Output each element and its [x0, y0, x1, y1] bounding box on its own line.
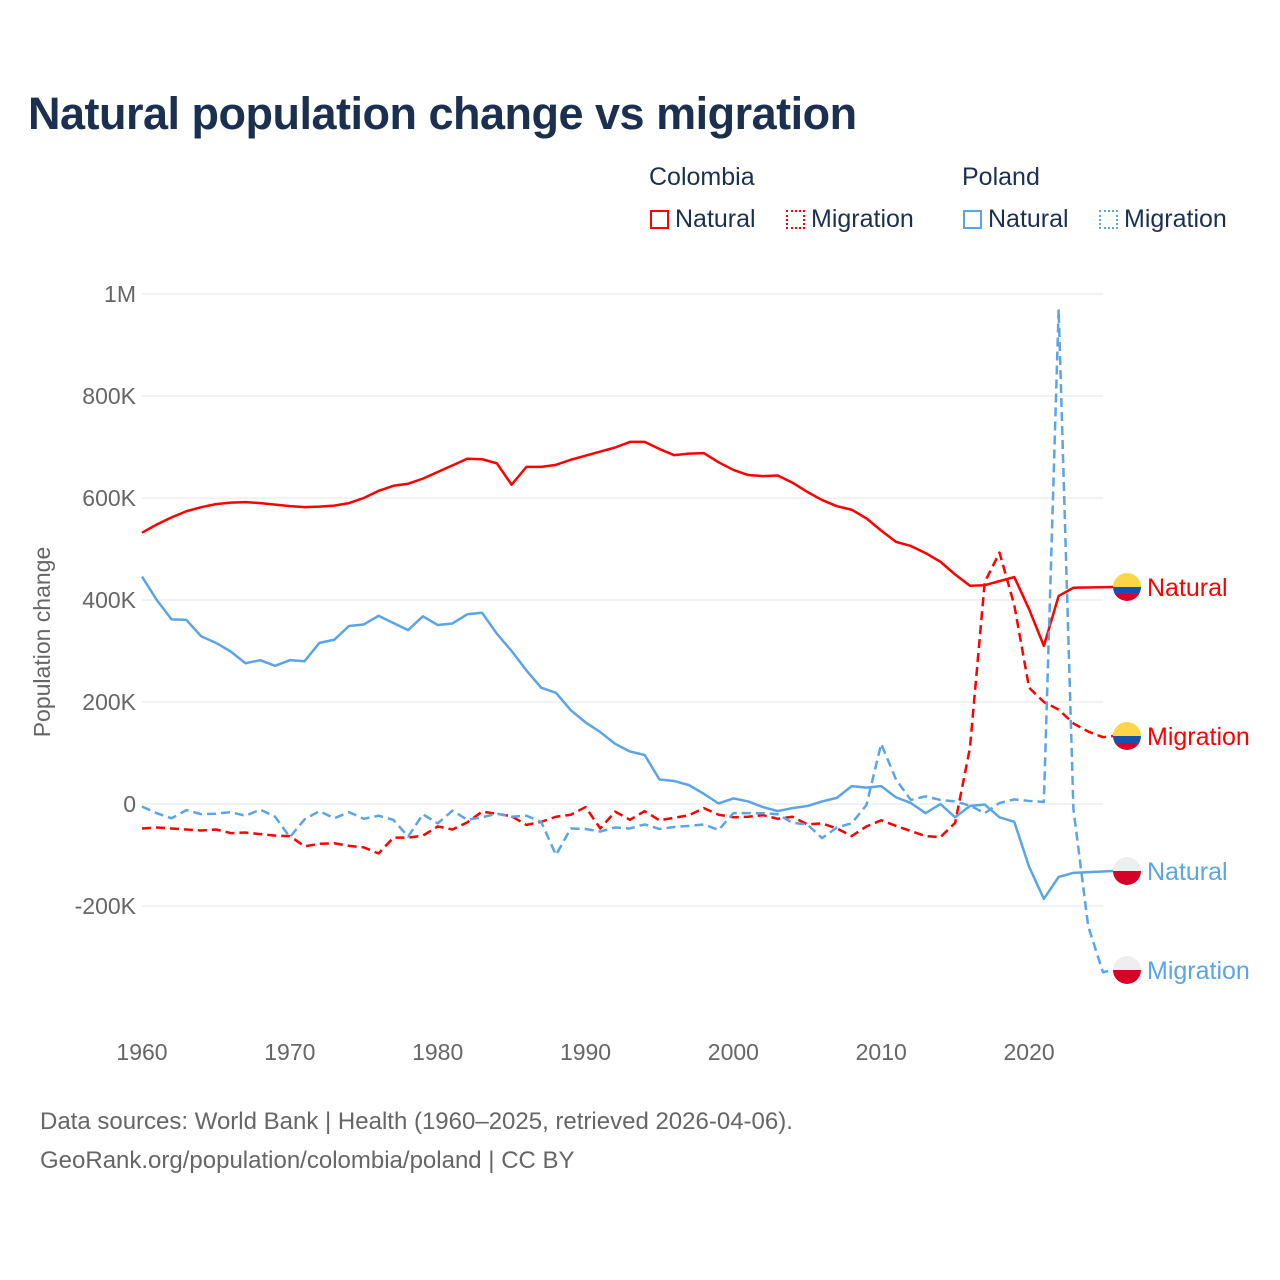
y-tick-label: -200K: [75, 893, 137, 919]
series-end-label: Migration: [1147, 723, 1250, 751]
footer-sources: Data sources: World Bank | Health (1960–…: [40, 1108, 793, 1135]
flag-stripe: [1113, 970, 1141, 984]
legend-label: Migration: [1124, 205, 1227, 233]
flag-stripe: [1113, 956, 1141, 970]
flag-stripe: [1113, 722, 1141, 736]
y-axis-label: Population change: [29, 547, 55, 738]
x-tick-label: 1990: [560, 1039, 611, 1065]
series-line-poland-natural: [140, 575, 1114, 901]
flag-stripe: [1113, 573, 1141, 587]
flag-stripe: [1113, 857, 1141, 871]
colombia-flag-icon: [1113, 722, 1141, 750]
series-end-label: Natural: [1147, 858, 1228, 886]
legend-colombia-natural[interactable]: Natural: [650, 205, 756, 234]
series-line-poland-migration: [141, 308, 1114, 974]
legend-group-poland: Poland: [962, 163, 1040, 191]
legend-poland-migration[interactable]: Migration: [1099, 205, 1227, 234]
x-tick-label: 1970: [264, 1039, 315, 1065]
chart-title: Natural population change vs migration: [28, 88, 857, 139]
legend-poland-natural[interactable]: Natural: [963, 205, 1069, 234]
footer-link[interactable]: GeoRank.org/population/colombia/poland |…: [40, 1147, 575, 1174]
legend-swatch-dotted-red: [786, 210, 805, 229]
y-tick-label: 200K: [82, 689, 136, 715]
legend-label: Natural: [675, 205, 756, 233]
colombia-flag-icon: [1113, 573, 1141, 601]
series-end-label: Migration: [1147, 957, 1250, 985]
y-tick-label: 0: [123, 791, 136, 817]
x-tick-label: 1980: [412, 1039, 463, 1065]
x-tick-label: 2020: [1003, 1039, 1054, 1065]
series-line-colombia-natural: [141, 440, 1114, 648]
poland-flag-icon: [1113, 857, 1141, 885]
flag-stripe: [1113, 743, 1141, 750]
y-tick-label: 600K: [82, 485, 136, 511]
legend-group-colombia: Colombia: [649, 163, 755, 191]
x-tick-label: 2000: [708, 1039, 759, 1065]
legend-swatch-solid-red: [650, 210, 669, 229]
y-tick-label: 1M: [104, 281, 136, 307]
flag-stripe: [1113, 871, 1141, 885]
legend-colombia-migration[interactable]: Migration: [786, 205, 914, 234]
flag-stripe: [1113, 587, 1141, 594]
poland-flag-icon: [1113, 956, 1141, 984]
x-tick-label: 1960: [116, 1039, 167, 1065]
legend-swatch-dotted-blue: [1099, 210, 1118, 229]
series-line-colombia-migration: [141, 551, 1114, 855]
legend-label: Natural: [988, 205, 1069, 233]
legend-label: Migration: [811, 205, 914, 233]
series-end-label: Natural: [1147, 574, 1228, 602]
flag-stripe: [1113, 736, 1141, 743]
x-tick-label: 2010: [856, 1039, 907, 1065]
flag-stripe: [1113, 594, 1141, 601]
legend-swatch-solid-blue: [963, 210, 982, 229]
y-tick-label: 800K: [82, 383, 136, 409]
y-tick-label: 400K: [82, 587, 136, 613]
